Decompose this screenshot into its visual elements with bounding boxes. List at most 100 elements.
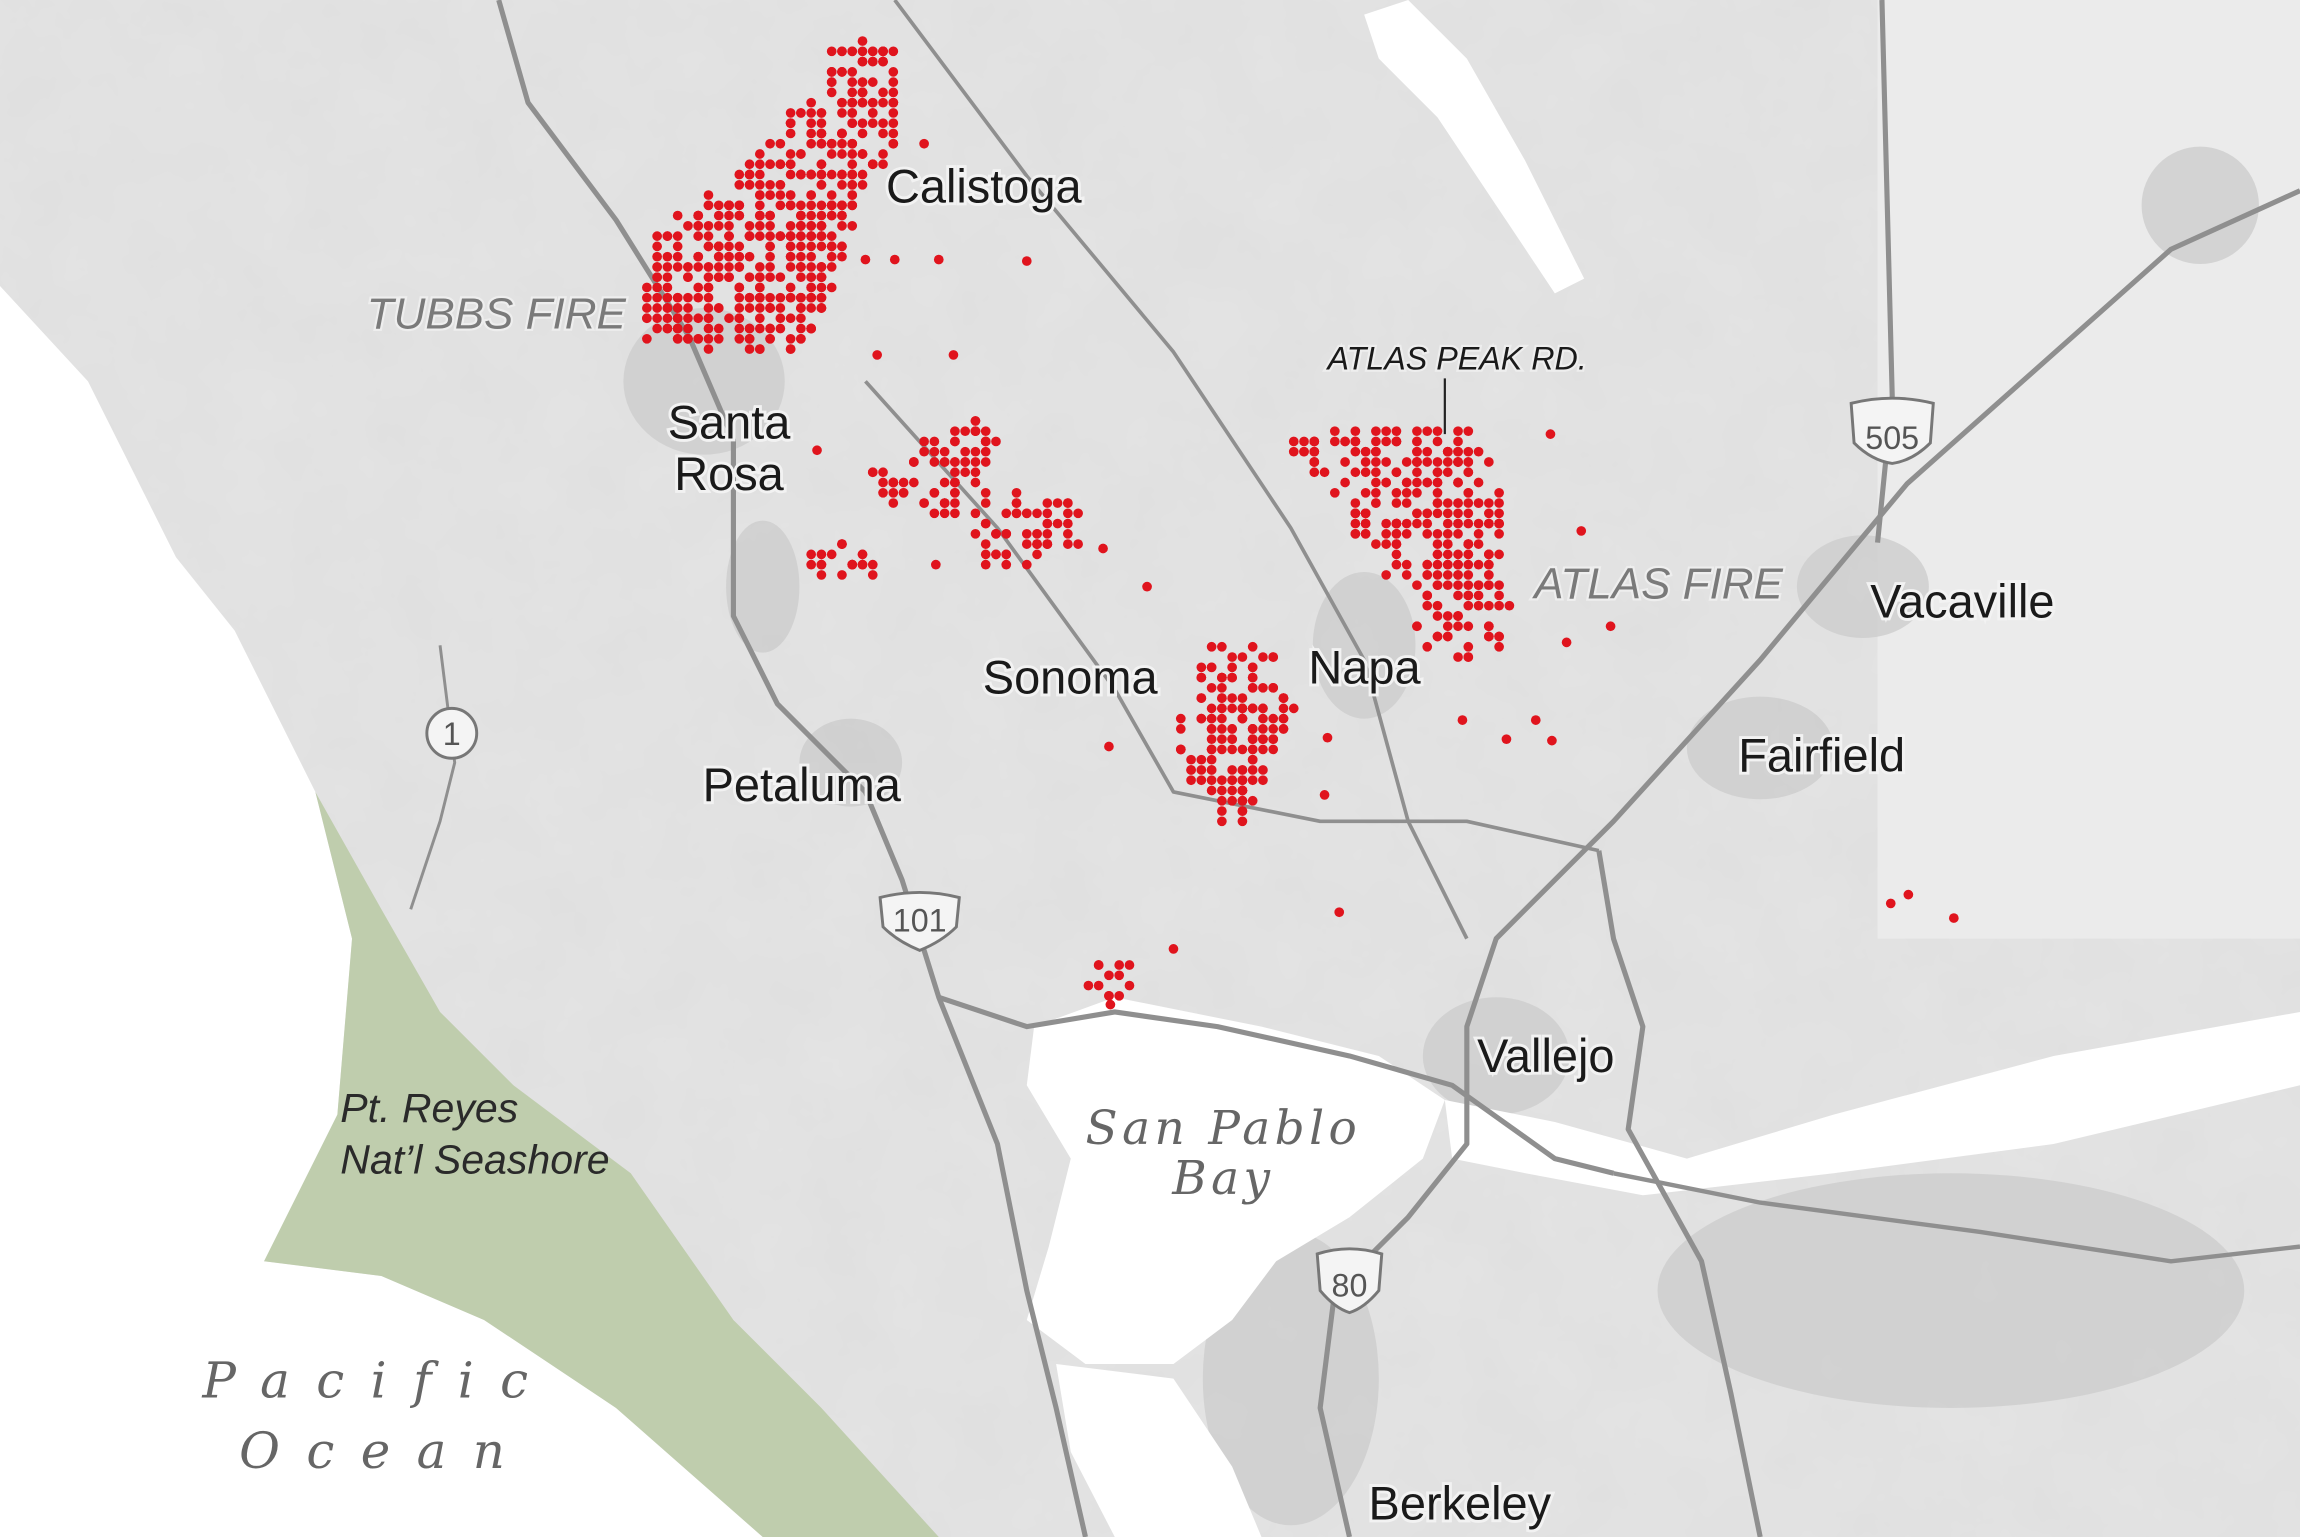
fire-damage-dot bbox=[806, 128, 817, 139]
fire-damage-dot bbox=[1463, 487, 1474, 498]
fire-damage-dot bbox=[713, 333, 724, 344]
fire-damage-dot bbox=[754, 303, 765, 313]
fire-damage-dot bbox=[1371, 498, 1381, 508]
label-pacific-ocean-line2: Ocean bbox=[239, 1422, 531, 1480]
fire-damage-dot bbox=[1494, 631, 1504, 642]
fire-damage-dot bbox=[775, 179, 786, 190]
fire-damage-dot bbox=[1104, 970, 1114, 981]
fire-damage-dot bbox=[867, 159, 878, 170]
fire-damage-dot bbox=[1453, 570, 1463, 580]
fire-damage-dot bbox=[1483, 631, 1494, 642]
fire-damage-dot bbox=[1268, 713, 1279, 724]
fire-damage-dot bbox=[796, 108, 806, 118]
fire-damage-dot bbox=[919, 446, 929, 457]
fire-damage-dot bbox=[1412, 621, 1422, 632]
fire-damage-dot bbox=[1453, 436, 1463, 447]
fire-damage-dot bbox=[652, 313, 662, 324]
fire-damage-dot bbox=[908, 457, 919, 467]
fire-damage-dot bbox=[1196, 713, 1207, 724]
fire-damage-dot bbox=[816, 200, 827, 211]
fire-damage-dot bbox=[672, 241, 683, 252]
label-calistoga: Calistoga bbox=[886, 160, 1083, 212]
fire-damage-dot bbox=[806, 262, 817, 272]
fire-damage-dot bbox=[1196, 693, 1207, 703]
fire-damage-dot bbox=[1453, 559, 1463, 570]
fire-damage-dot bbox=[888, 138, 899, 149]
fire-damage-dot bbox=[1442, 549, 1453, 560]
fire-damage-dot bbox=[1473, 559, 1484, 570]
fire-damage-dot bbox=[1494, 529, 1504, 539]
fire-damage-dot bbox=[1453, 549, 1463, 560]
fire-damage-dot bbox=[1463, 600, 1474, 611]
fire-damage-dot bbox=[744, 292, 755, 303]
fire-damage-dot bbox=[1391, 539, 1402, 549]
fire-damage-dot bbox=[754, 272, 765, 283]
fire-damage-dot bbox=[1093, 960, 1104, 970]
fire-damage-dot bbox=[734, 262, 745, 272]
fire-damage-dot bbox=[1299, 446, 1309, 457]
label-atlas-peak-rd: ATLAS PEAK RD. bbox=[1325, 341, 1586, 377]
fire-damage-dot bbox=[806, 549, 817, 560]
fire-damage-dot bbox=[1124, 980, 1135, 991]
fire-damage-dot bbox=[816, 262, 827, 272]
fire-damage-dot bbox=[796, 262, 806, 272]
fire-damage-dot bbox=[1063, 529, 1073, 539]
fire-damage-dot bbox=[1278, 724, 1289, 734]
fire-damage-dot bbox=[1217, 785, 1227, 796]
fire-damage-dot bbox=[847, 221, 858, 231]
fire-damage-dot bbox=[847, 159, 858, 170]
fire-damage-dot bbox=[950, 508, 960, 519]
fire-damage-dot bbox=[1168, 944, 1179, 954]
fire-damage-dot bbox=[1350, 446, 1361, 457]
fire-damage-dot bbox=[939, 508, 950, 519]
fire-damage-dot bbox=[1247, 672, 1258, 683]
fire-damage-dot bbox=[734, 251, 745, 262]
fire-damage-dot bbox=[1381, 436, 1392, 447]
highway-12 bbox=[864, 380, 1600, 853]
fire-damage-dot bbox=[754, 231, 765, 241]
fire-damage-dot bbox=[1227, 662, 1237, 673]
fire-damage-dot bbox=[1206, 641, 1217, 652]
fire-damage-dot bbox=[1288, 703, 1299, 714]
fire-damage-dot bbox=[991, 529, 1001, 539]
fire-damage-dot bbox=[980, 549, 991, 560]
fire-damage-dot bbox=[980, 426, 991, 437]
fire-damage-dot bbox=[1453, 477, 1463, 488]
fire-damage-dot bbox=[826, 87, 837, 98]
fire-damage-dot bbox=[734, 282, 745, 293]
fire-damage-dot bbox=[857, 128, 868, 139]
fire-damage-dot bbox=[713, 221, 724, 231]
fire-damage-dot bbox=[652, 282, 662, 293]
fire-damage-dot bbox=[734, 333, 745, 344]
fire-damage-dot bbox=[1206, 754, 1217, 765]
fire-damage-dot bbox=[1227, 795, 1237, 806]
fire-damage-dot bbox=[1391, 467, 1402, 478]
fire-damage-dot bbox=[1885, 898, 1896, 909]
fire-damage-dot bbox=[970, 446, 981, 457]
fire-damage-dot bbox=[765, 231, 775, 241]
fire-damage-dot bbox=[1206, 713, 1217, 724]
fire-damage-dot bbox=[1494, 549, 1504, 560]
fire-damage-dot bbox=[1483, 570, 1494, 580]
fire-damage-dot bbox=[948, 350, 959, 360]
fire-damage-dot bbox=[826, 77, 837, 87]
fire-damage-dot bbox=[980, 539, 991, 549]
fire-damage-dot bbox=[693, 262, 704, 272]
fire-damage-dot bbox=[857, 118, 868, 129]
fire-damage-dot bbox=[1473, 539, 1484, 549]
fire-damage-dot bbox=[1299, 436, 1309, 447]
fire-damage-dot bbox=[980, 487, 991, 498]
fire-damage-dot bbox=[662, 262, 673, 272]
fire-damage-dot bbox=[703, 292, 714, 303]
fire-damage-dot bbox=[847, 179, 858, 190]
fire-damage-dot bbox=[1463, 508, 1474, 519]
fire-damage-dot bbox=[1032, 539, 1042, 549]
fire-damage-dot bbox=[1453, 529, 1463, 539]
fire-damage-dot bbox=[847, 46, 858, 57]
fire-damage-dot bbox=[806, 210, 817, 221]
fire-damage-dot bbox=[806, 559, 817, 570]
fire-damage-dot bbox=[1494, 580, 1504, 591]
fire-damage-dot bbox=[683, 221, 693, 231]
fire-damage-dot bbox=[693, 221, 704, 231]
fire-damage-dot bbox=[765, 138, 775, 149]
